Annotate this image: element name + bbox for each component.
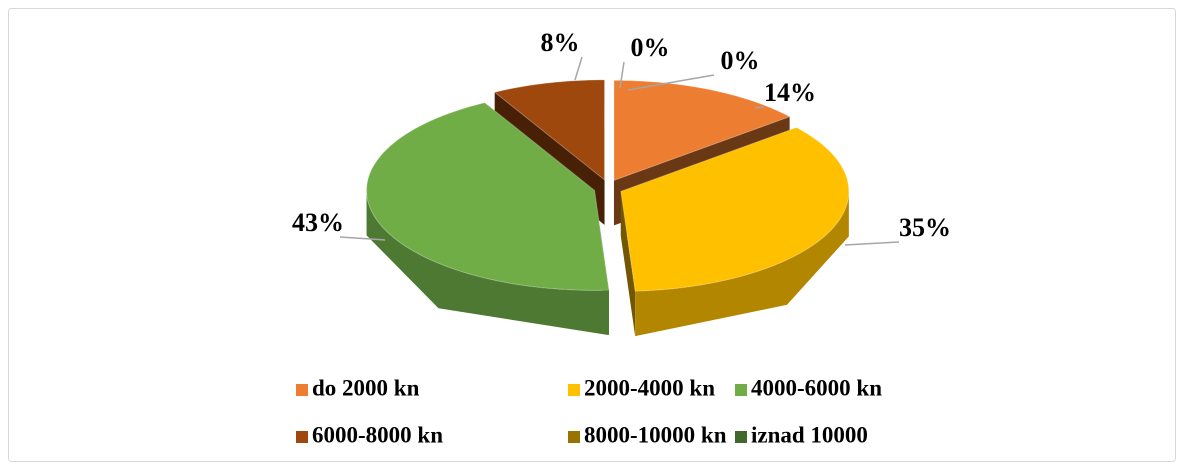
legend-label: 6000-8000 kn — [312, 422, 443, 447]
data-label: 14% — [764, 78, 816, 107]
legend-swatch — [735, 384, 747, 396]
slice-side — [635, 191, 849, 337]
leader-line — [844, 241, 900, 246]
data-label: 8% — [541, 28, 580, 57]
legend-label: do 2000 kn — [312, 375, 420, 400]
leader-line — [339, 236, 386, 241]
legend-label: 2000-4000 kn — [584, 375, 715, 400]
slice — [613, 79, 791, 182]
leader-line — [754, 106, 765, 109]
legend-swatch — [568, 431, 580, 443]
data-label: 43% — [292, 208, 344, 237]
slice-side — [366, 190, 609, 336]
data-label: 0% — [631, 33, 670, 62]
leader-line — [619, 61, 625, 89]
legend-swatch — [735, 431, 747, 443]
slice — [493, 79, 606, 181]
legend-label: iznad 10000 — [751, 422, 868, 447]
legend-label: 8000-10000 kn — [584, 422, 727, 447]
slice — [366, 102, 610, 291]
leader-line — [574, 56, 583, 81]
legend-swatch — [296, 384, 308, 396]
data-label: 35% — [899, 213, 951, 242]
legend-swatch — [296, 431, 308, 443]
data-label: 0% — [721, 46, 760, 75]
legend-swatch — [568, 384, 580, 396]
slice — [620, 127, 850, 292]
legend-label: 4000-6000 kn — [751, 375, 882, 400]
slice-edge — [620, 191, 636, 337]
leader-line — [627, 74, 715, 91]
